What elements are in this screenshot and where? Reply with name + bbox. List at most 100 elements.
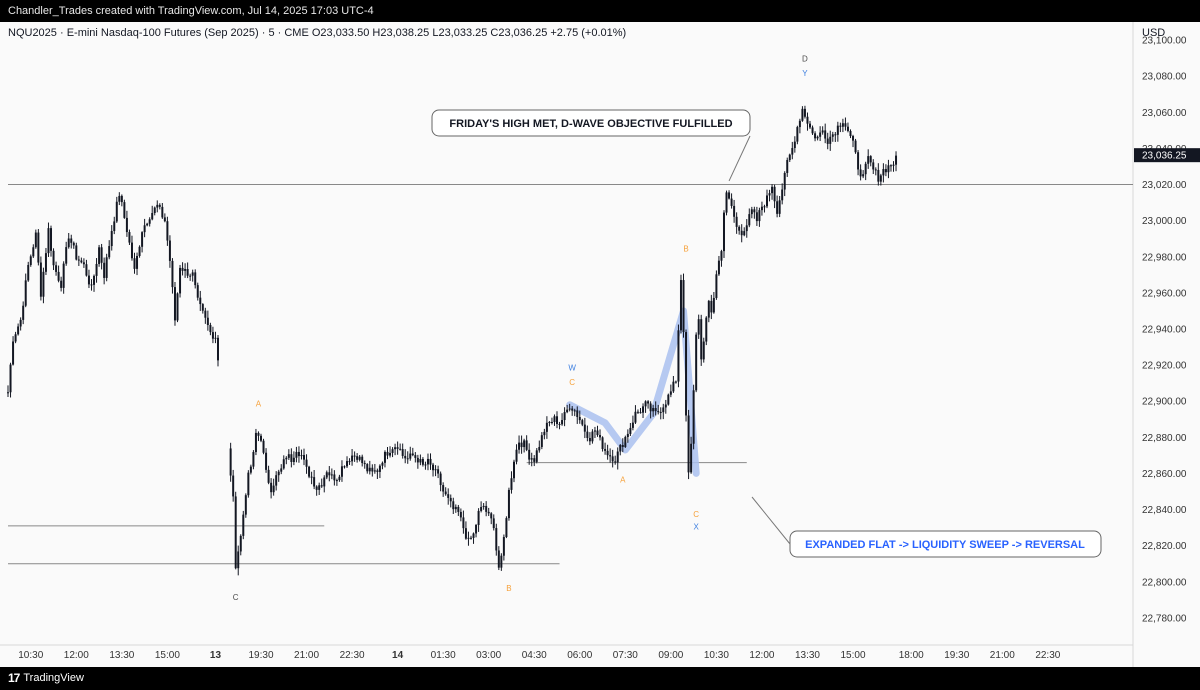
candle [614, 455, 617, 465]
candle [588, 432, 591, 446]
candle [363, 460, 366, 469]
candle [125, 210, 128, 237]
candle [77, 255, 80, 266]
candle [469, 535, 472, 540]
candle [821, 126, 824, 135]
candles [7, 105, 898, 576]
candle [211, 326, 214, 344]
candle [728, 190, 731, 200]
candle [179, 264, 182, 298]
wave-label-w-3: W [568, 364, 576, 373]
candle [659, 407, 662, 420]
candle [168, 235, 171, 268]
candle [353, 451, 356, 462]
candle [879, 173, 882, 186]
candle [113, 216, 116, 235]
candle [62, 261, 65, 294]
candle [528, 443, 531, 465]
candle [730, 193, 733, 209]
candle [328, 466, 331, 482]
candle [758, 207, 761, 227]
annotation-friday-high[interactable]: FRIDAY'S HIGH MET, D-WAVE OBJECTIVE FULF… [431, 109, 751, 182]
candle [285, 456, 288, 465]
candle [791, 141, 794, 160]
candle [831, 131, 834, 142]
candle [824, 123, 827, 144]
candle [67, 233, 70, 249]
candle [887, 159, 890, 179]
price-tick-label: 22,840.00 [1142, 505, 1187, 516]
price-tick-label: 22,900.00 [1142, 397, 1187, 408]
time-tick-label: 04:30 [522, 650, 547, 661]
candle [383, 450, 386, 468]
candle [755, 206, 758, 226]
candle [7, 385, 9, 397]
time-tick-label: 15:00 [841, 650, 866, 661]
candle [520, 435, 523, 454]
candle [391, 447, 394, 458]
candle [556, 411, 559, 429]
candle [120, 194, 123, 207]
candle [282, 455, 285, 470]
candle [434, 465, 437, 477]
time-axis-background [0, 645, 1133, 667]
annotation-expanded-flat[interactable]: EXPANDED FLAT -> LIQUIDITY SWEEP -> REVE… [751, 496, 1102, 558]
candle [687, 409, 690, 480]
time-tick-label: 22:30 [1035, 650, 1060, 661]
time-axis[interactable]: 10:30 12:00 13:30 15:00 13 19:30 21:00 22:30 14 0… [18, 650, 1061, 661]
candle [599, 429, 602, 441]
candle [553, 414, 556, 426]
time-tick-label: 10:30 [704, 650, 729, 661]
candle [234, 491, 237, 570]
candle [806, 112, 809, 131]
candle [153, 206, 156, 216]
candle [199, 290, 202, 311]
candle [244, 493, 247, 518]
tradingview-logo[interactable]: 17 TradingView [8, 667, 84, 690]
candle [573, 408, 576, 417]
candle [783, 171, 786, 197]
candle [715, 270, 718, 300]
candle [722, 210, 725, 258]
candle [490, 512, 493, 525]
candle [692, 384, 695, 450]
candle [237, 545, 240, 576]
candle [343, 465, 346, 469]
candle [581, 418, 584, 427]
candle [214, 331, 217, 344]
candle [105, 253, 108, 282]
candle [677, 324, 680, 388]
tradingview-logo-text: TradingView [23, 672, 84, 684]
candle [882, 163, 885, 183]
candle [381, 461, 384, 470]
annotation-friday-high-text: FRIDAY'S HIGH MET, D-WAVE OBJECTIVE FULF… [449, 118, 732, 130]
price-axis[interactable]: 23,100.0023,080.0023,060.0023,040.0023,0… [1134, 36, 1200, 625]
time-tick-label: 22:30 [340, 650, 365, 661]
candle [611, 449, 614, 468]
candle [644, 400, 647, 413]
candle [515, 444, 518, 465]
candle [809, 120, 812, 130]
last-price-label: 23,036.25 [1142, 151, 1187, 162]
candle [421, 457, 424, 467]
candle [624, 435, 627, 448]
candle [606, 444, 609, 460]
candle [500, 553, 503, 571]
candle [70, 234, 73, 249]
price-tick-label: 22,980.00 [1142, 252, 1187, 263]
candle [710, 294, 713, 320]
candle [239, 534, 242, 556]
candle [707, 299, 710, 323]
candle [697, 314, 700, 339]
candle [793, 136, 796, 153]
candle [133, 252, 136, 274]
candle [743, 227, 746, 237]
candle [563, 407, 566, 427]
candle [705, 316, 708, 346]
wave-label-a-5: A [620, 475, 626, 484]
candle [22, 301, 25, 325]
candle [356, 453, 359, 463]
candle [93, 274, 96, 292]
